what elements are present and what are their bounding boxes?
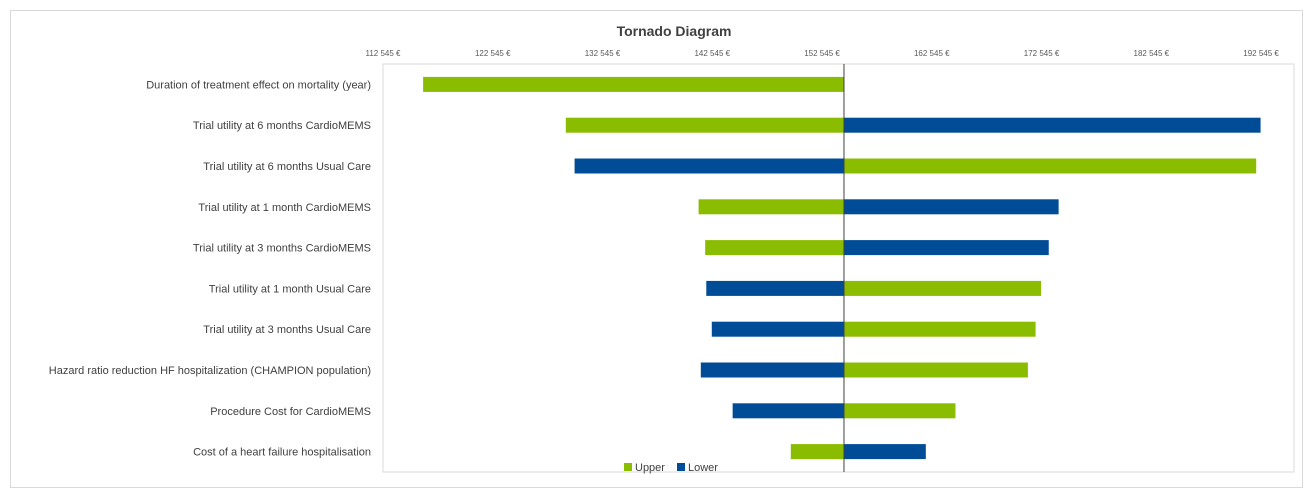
x-tick-label: 192 545 €: [1243, 49, 1279, 58]
bar-lower: [706, 280, 844, 296]
legend-swatch-upper: [624, 463, 632, 471]
bar-lower: [843, 240, 1049, 256]
category-label: Trial utility at 1 month CardioMEMS: [198, 202, 371, 214]
category-label: Cost of a heart failure hospitalisation: [193, 447, 371, 459]
x-tick-label: 142 545 €: [694, 49, 730, 58]
bar-lower: [574, 158, 844, 174]
category-label: Trial utility at 6 months CardioMEMS: [193, 120, 371, 132]
plot-area: [382, 63, 1295, 473]
category-label: Trial utility at 3 months CardioMEMS: [193, 243, 371, 255]
chart-title: Tornado Diagram: [617, 23, 732, 39]
x-tick-label: 122 545 €: [475, 49, 511, 58]
bar-lower: [843, 444, 926, 460]
category-label: Procedure Cost for CardioMEMS: [210, 406, 371, 418]
x-tick-label: 162 545 €: [914, 49, 950, 58]
bar-upper: [843, 280, 1042, 296]
bar-upper: [698, 199, 844, 215]
category-label: Trial utility at 6 months Usual Care: [203, 161, 371, 173]
bar-lower: [700, 362, 844, 378]
x-tick-label: 182 545 €: [1134, 49, 1170, 58]
bar-lower: [843, 117, 1261, 133]
x-tick-label: 152 545 €: [804, 49, 840, 58]
x-tick-label: 112 545 €: [366, 49, 402, 58]
category-label: Hazard ratio reduction HF hospitalizatio…: [49, 365, 371, 377]
bar-upper: [423, 76, 844, 92]
category-label: Duration of treatment effect on mortalit…: [146, 79, 371, 91]
category-label: Trial utility at 1 month Usual Care: [209, 283, 371, 295]
chart-area: Tornado Diagram 112 545 € 122 545 € 132 54…: [10, 10, 1303, 488]
bar-lower: [732, 403, 844, 419]
bar-upper: [843, 158, 1257, 174]
bar-upper: [843, 403, 956, 419]
legend-label-upper: Upper: [635, 462, 665, 474]
x-tick-label: 132 545 €: [585, 49, 621, 58]
legend-swatch-lower: [677, 463, 685, 471]
category-label: Trial utility at 3 months Usual Care: [203, 324, 371, 336]
bar-lower: [711, 321, 844, 337]
bar-upper: [705, 240, 844, 256]
x-tick-label: 172 545 €: [1024, 49, 1060, 58]
bar-upper: [843, 362, 1028, 378]
legend: Upper Lower: [624, 462, 718, 474]
bar-lower: [843, 199, 1059, 215]
bar-upper: [565, 117, 844, 133]
bar-upper: [790, 444, 844, 460]
legend-label-lower: Lower: [688, 462, 718, 474]
bar-upper: [843, 321, 1036, 337]
tornado-chart: Tornado Diagram 112 545 € 122 545 € 132 54…: [49, 23, 1295, 474]
